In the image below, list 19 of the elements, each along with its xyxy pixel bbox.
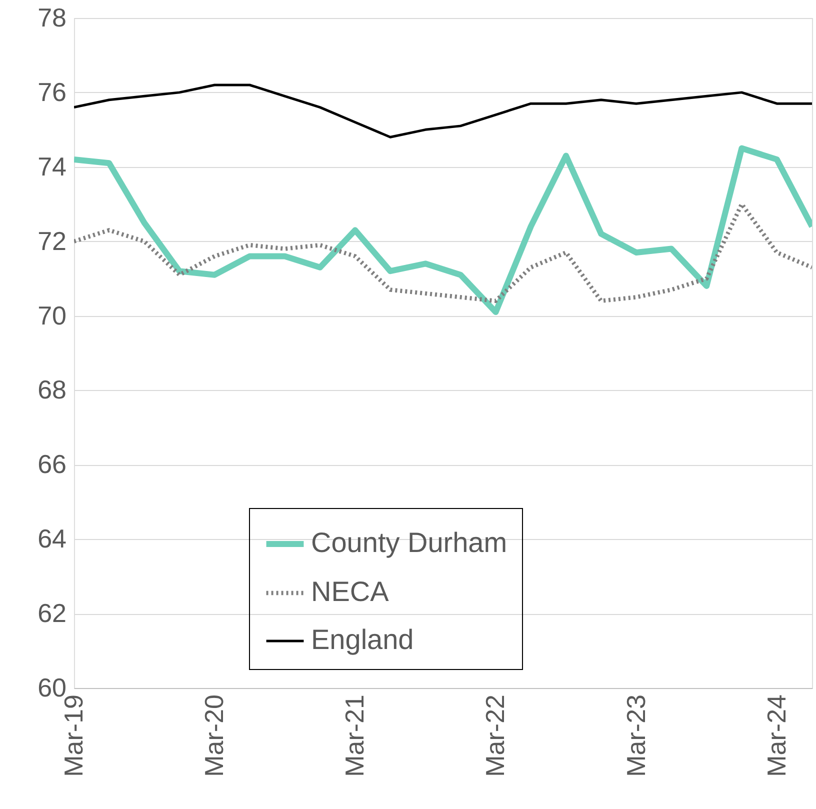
- x-tick-label: Mar-24: [761, 694, 792, 777]
- x-tick-label: Mar-23: [620, 694, 651, 777]
- line-series: [74, 84, 812, 138]
- x-tick-label: Mar-21: [340, 694, 370, 777]
- y-tick-label: 66: [38, 449, 66, 480]
- y-tick-label: 72: [38, 226, 66, 256]
- y-tick-label: 62: [38, 598, 66, 628]
- x-tick-label: Mar-22: [480, 694, 510, 777]
- legend-label: County Durham: [311, 527, 508, 558]
- y-tick-label: 76: [38, 76, 66, 107]
- y-tick-label: 64: [38, 524, 66, 554]
- y-tick-label: 68: [38, 374, 66, 405]
- legend-label: NECA: [311, 576, 390, 607]
- y-tick-label: 70: [38, 300, 66, 330]
- y-tick-label: 78: [38, 2, 66, 32]
- x-tick-label: Mar-20: [199, 694, 230, 777]
- legend-label: England: [311, 624, 414, 655]
- y-tick-label: 74: [38, 151, 66, 182]
- line-series: [74, 202, 812, 304]
